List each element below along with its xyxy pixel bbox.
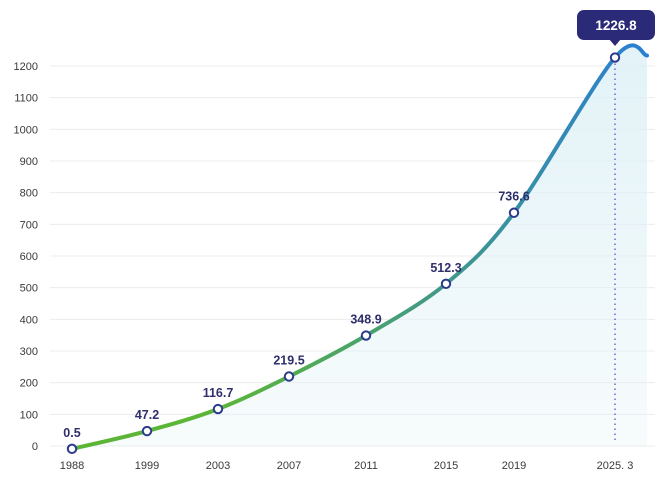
y-tick-label: 100	[20, 409, 38, 421]
y-tick-label: 600	[20, 251, 38, 263]
data-point	[212, 403, 224, 415]
series-path	[70, 43, 649, 451]
data-point	[66, 443, 78, 455]
data-label: 116.7	[203, 386, 234, 400]
x-tick-label: 1988	[60, 460, 84, 472]
x-tick-label: 2015	[434, 460, 458, 472]
y-tick-label: 500	[20, 283, 38, 295]
x-tick-label: 2011	[354, 460, 378, 472]
y-tick-label: 300	[20, 346, 38, 358]
data-label: 512.3	[430, 261, 461, 275]
y-tick-label: 1000	[14, 124, 38, 136]
data-point	[440, 278, 452, 289]
data-points	[66, 52, 621, 455]
y-tick-label: 400	[20, 314, 38, 326]
callout-label: 1226.8	[595, 18, 637, 33]
data-point	[141, 425, 153, 437]
y-tick-label: 700	[20, 219, 38, 231]
callout-pointer	[609, 39, 621, 46]
x-tick-label: 1999	[135, 460, 159, 472]
callout-box	[577, 10, 655, 40]
x-axis: 1988 1999 2003 2007 2011 2015 2019 2025. 3	[60, 460, 634, 472]
area-fill	[72, 45, 647, 449]
y-tick-label: 800	[20, 188, 38, 200]
y-tick-label: 1200	[14, 61, 38, 73]
x-tick-label: 2019	[502, 460, 526, 472]
area-fill-shape	[72, 45, 647, 449]
data-label: 348.9	[350, 313, 381, 327]
data-label: 736.6	[498, 190, 529, 204]
y-tick-label: 900	[20, 156, 38, 168]
data-point	[609, 52, 621, 63]
y-axis: 0 100 200 300 400 500 600 700 800 900 1000 1100 1200	[14, 61, 38, 453]
data-labels: 0.5 47.2 116.7 219.5 348.9 512.3 736.6	[63, 190, 529, 440]
data-label: 0.5	[63, 426, 80, 440]
series-line	[70, 43, 649, 451]
data-label: 47.2	[135, 408, 159, 422]
data-point	[360, 330, 372, 341]
data-point	[508, 207, 520, 218]
x-tick-label: 2007	[277, 460, 301, 472]
data-label: 219.5	[273, 353, 304, 367]
x-tick-label: 2025. 3	[597, 460, 634, 472]
y-tick-label: 1100	[14, 93, 38, 105]
highlight-callout: 1226.8	[577, 10, 655, 46]
y-tick-label: 0	[32, 441, 38, 453]
data-point	[283, 371, 295, 382]
y-tick-label: 200	[20, 378, 38, 390]
x-tick-label: 2003	[206, 460, 230, 472]
